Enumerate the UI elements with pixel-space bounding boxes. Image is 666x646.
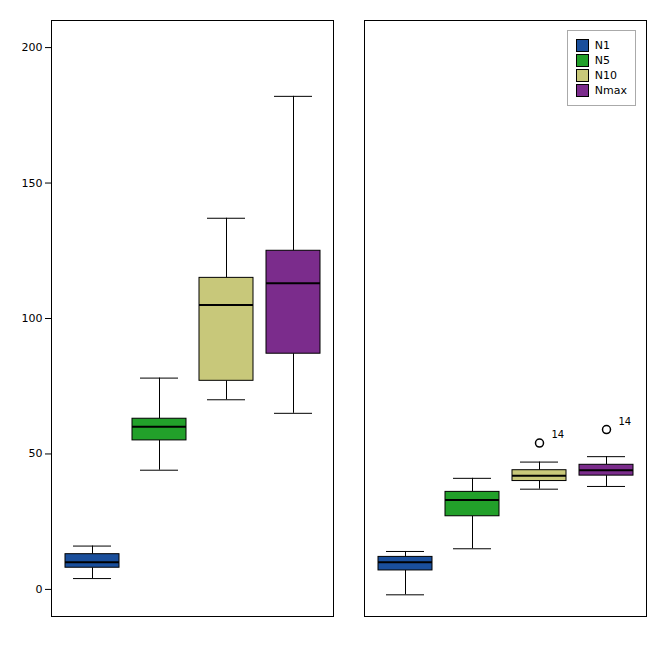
html-text:N5: N5 [594,54,610,67]
html-text:Nmax: Nmax [594,84,627,97]
html-text:N10: N10 [594,69,617,82]
svg-text:50: 50 [29,447,43,460]
svg-text:0: 0 [36,583,43,596]
svg-text:14: 14 [619,416,632,427]
svg-text:14: 14 [552,429,565,440]
svg-text:200: 200 [22,41,43,54]
html-text:N1: N1 [594,39,610,52]
svg-text:150: 150 [22,177,43,190]
svg-text:100: 100 [22,312,43,325]
